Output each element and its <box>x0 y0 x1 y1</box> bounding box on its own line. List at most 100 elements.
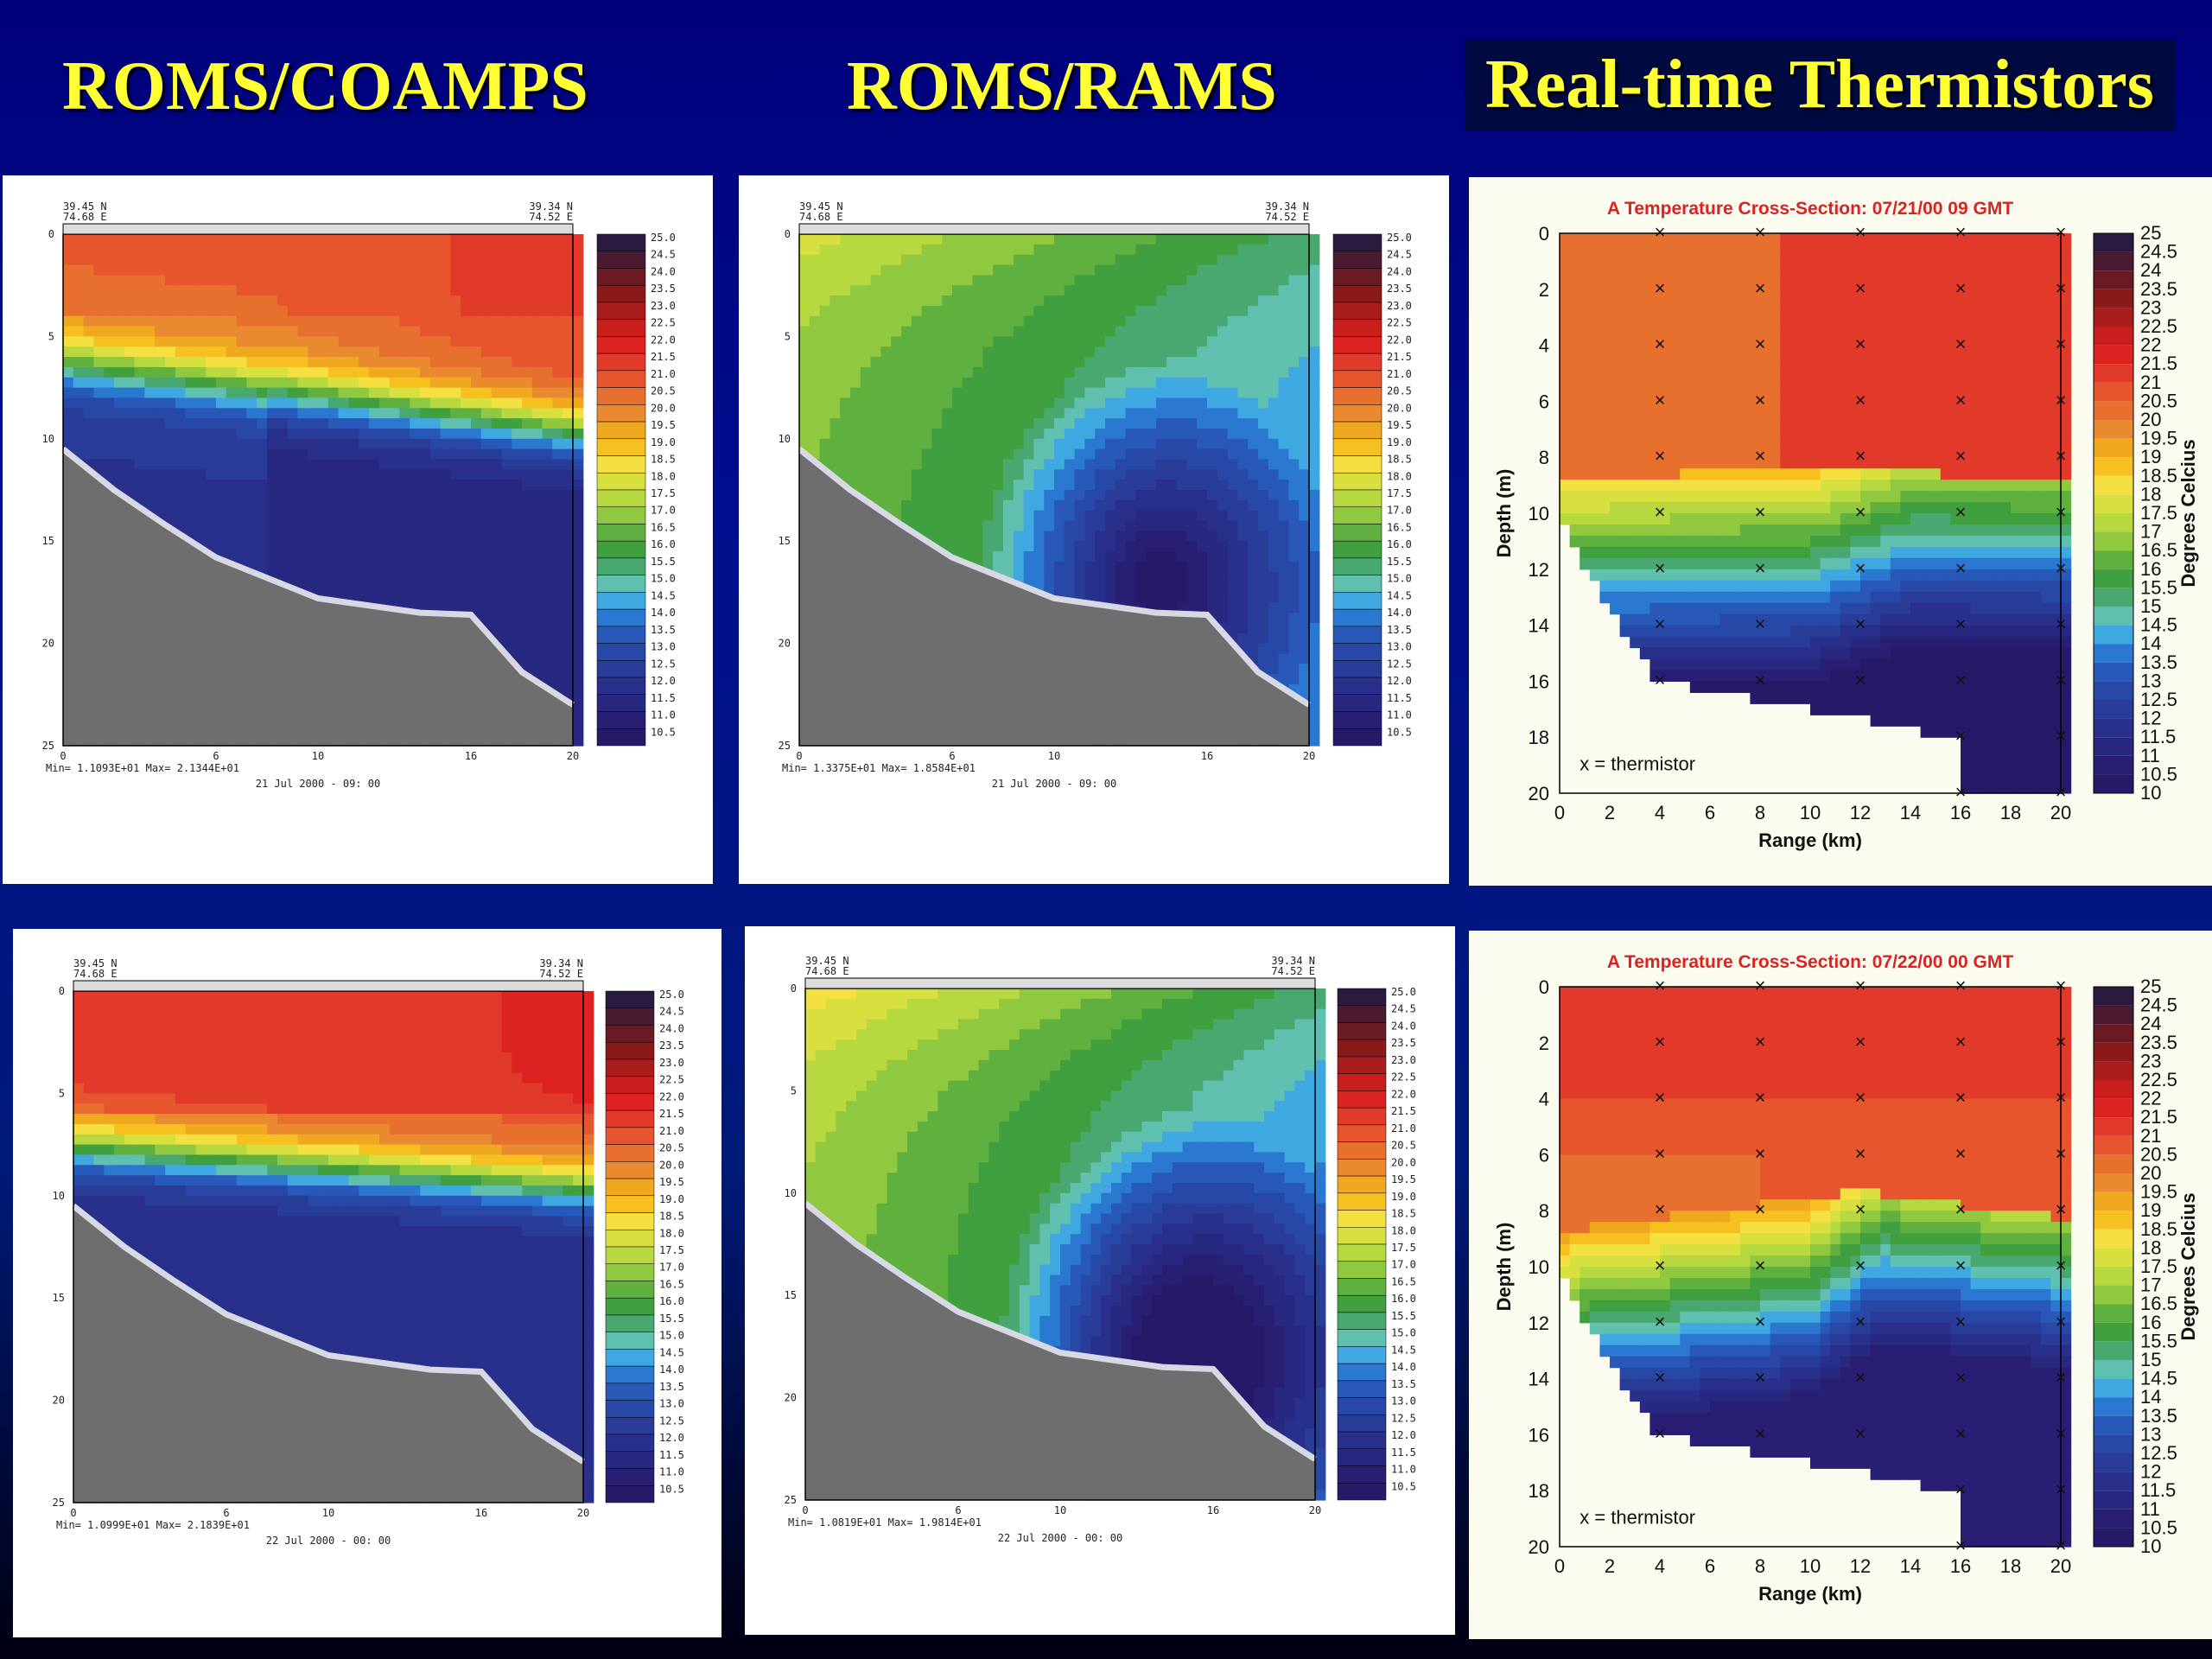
temperature-cell <box>318 264 329 276</box>
temperature-cell <box>1074 428 1085 440</box>
temperature-cell <box>1044 469 1055 480</box>
temperature-cell <box>318 315 329 327</box>
temperature-cell <box>891 428 902 440</box>
temperature-cell <box>429 326 442 337</box>
temperature-cell <box>195 357 207 368</box>
temperature-cell <box>267 397 278 409</box>
temperature-cell <box>175 366 187 378</box>
temperature-cell <box>429 480 442 491</box>
temperature-cell <box>440 366 451 378</box>
temperature-cell <box>420 428 431 440</box>
temperature-cell <box>491 571 502 583</box>
temperature-cell <box>471 480 482 491</box>
temperature-cell <box>440 418 451 429</box>
temperature-cell <box>226 510 238 522</box>
temperature-cell <box>1248 632 1259 645</box>
temperature-cell <box>1135 408 1147 419</box>
temperature-cell <box>206 510 217 522</box>
temperature-cell <box>563 571 574 583</box>
temperature-cell <box>1033 366 1045 378</box>
temperature-cell <box>378 315 391 327</box>
temperature-cell <box>124 397 136 409</box>
temperature-cell <box>297 531 308 542</box>
temperature-cell <box>942 499 953 512</box>
temperature-cell <box>1115 490 1127 501</box>
temperature-cell <box>1054 346 1065 358</box>
temperature-cell <box>297 469 308 480</box>
temperature-cell <box>491 602 502 613</box>
temperature-cell <box>1054 387 1065 399</box>
temperature-cell <box>1125 336 1136 347</box>
temperature-cell <box>63 326 74 337</box>
temperature-cell <box>287 305 298 317</box>
temperature-cell <box>246 469 257 480</box>
temperature-cell <box>338 387 349 399</box>
temperature-cell <box>542 244 553 256</box>
temperature-cell <box>1125 346 1136 358</box>
temperature-cell <box>860 234 872 245</box>
temperature-cell <box>83 254 94 266</box>
temperature-cell <box>399 571 410 583</box>
temperature-cell <box>1084 418 1096 429</box>
temperature-cell <box>175 459 187 470</box>
temperature-cell <box>522 531 533 542</box>
temperature-cell <box>1227 326 1238 337</box>
temperature-cell <box>471 397 482 409</box>
temperature-cell <box>1166 234 1178 245</box>
temperature-cell <box>440 582 451 593</box>
temperature-cell <box>1054 459 1065 470</box>
temperature-cell <box>327 561 340 573</box>
temperature-cell <box>491 254 502 266</box>
temperature-cell <box>155 244 166 256</box>
temperature-cell <box>1146 264 1157 276</box>
temperature-cell <box>573 285 584 296</box>
temperature-cell <box>1115 234 1127 245</box>
temperature-cell <box>420 571 431 583</box>
temperature-cell <box>911 377 923 389</box>
temperature-cell <box>1146 551 1157 563</box>
colorbar-swatch <box>596 643 646 661</box>
temperature-cell <box>144 336 156 347</box>
temperature-cell <box>318 326 329 337</box>
temperature-cell <box>429 541 442 552</box>
temperature-cell <box>461 541 472 552</box>
temperature-cell <box>1125 315 1136 327</box>
temperature-cell <box>114 326 125 337</box>
temperature-cell <box>1054 254 1065 266</box>
temperature-cell <box>1084 285 1096 296</box>
temperature-cell <box>501 264 512 276</box>
temperature-cell <box>491 305 502 317</box>
temperature-cell <box>1033 315 1045 327</box>
temperature-cell <box>850 296 861 307</box>
temperature-cell <box>1003 296 1014 307</box>
temperature-cell <box>83 418 94 429</box>
temperature-cell <box>1156 296 1167 307</box>
temperature-cell <box>1095 592 1106 603</box>
temperature-cell <box>1054 480 1065 491</box>
temperature-cell <box>1258 632 1269 645</box>
temperature-cell <box>1044 520 1055 531</box>
temperature-cell <box>1105 499 1116 512</box>
temperature-cell <box>1258 408 1269 419</box>
temperature-cell <box>1044 531 1055 542</box>
temperature-cell <box>1207 408 1218 419</box>
temperature-cell <box>1023 561 1034 573</box>
temperature-cell <box>952 541 963 552</box>
temperature-cell <box>389 244 400 256</box>
temperature-cell <box>1237 254 1249 266</box>
temperature-cell <box>501 366 512 378</box>
temperature-cell <box>257 264 268 276</box>
temperature-cell <box>962 387 974 399</box>
temperature-cell <box>308 582 319 593</box>
temperature-cell <box>891 296 902 307</box>
temperature-cell <box>880 336 892 347</box>
temperature-cell <box>359 275 370 286</box>
temperature-cell <box>552 296 563 307</box>
temperature-cell <box>573 561 584 573</box>
temperature-cell <box>901 366 912 378</box>
temperature-cell <box>860 408 872 419</box>
temperature-cell <box>1258 346 1269 358</box>
temperature-cell <box>1258 541 1269 552</box>
temperature-cell <box>114 480 125 491</box>
colorbar-swatch <box>596 694 646 712</box>
